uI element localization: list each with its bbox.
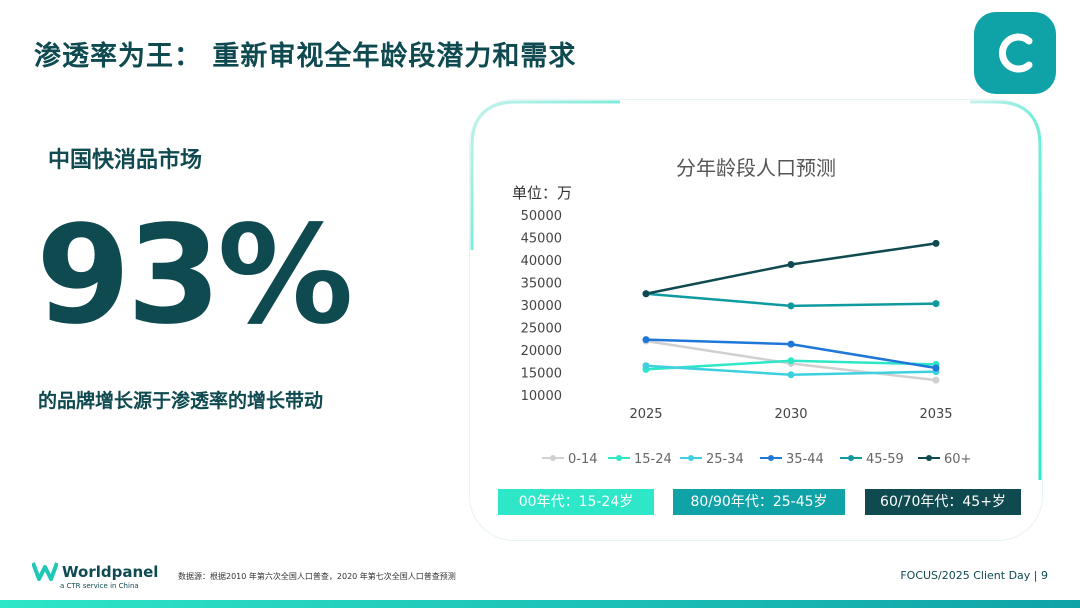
data-point-60+	[642, 290, 650, 298]
badge-80s-90s: 80/90年代：25-45岁	[673, 489, 845, 515]
bottom-accent-bar	[0, 600, 1080, 608]
data-point-35-44	[932, 364, 940, 372]
legend-label-25-34: 25-34	[706, 452, 744, 467]
x-tick-label: 2030	[774, 407, 807, 422]
y-tick-label: 35000	[521, 277, 562, 292]
chart-title: 分年龄段人口预测	[676, 156, 836, 180]
legend-label-45-59: 45-59	[866, 452, 904, 467]
data-point-45-59	[787, 302, 795, 310]
data-point-60+	[932, 239, 940, 247]
percentage-caption: 的品牌增长源于渗透率的增长带动	[38, 390, 324, 412]
legend-marker-0-14	[550, 455, 556, 461]
data-point-45-59	[932, 300, 940, 308]
worldpanel-brand: Worldpanel	[62, 563, 159, 581]
data-source-note: 数据源：根据2010 年第六次全国人口普查，2020 年第七次全国人口普查预测	[178, 572, 456, 581]
y-tick-label: 10000	[521, 389, 562, 404]
chart-panel: 分年龄段人口预测 单位：万 50000 45000 40000 35000 30000 2…	[470, 100, 1042, 540]
line-chart: 50000 45000 40000 35000 30000 25000 20000 15000…	[521, 209, 972, 467]
data-point-35-44	[787, 340, 795, 348]
legend-label-0-14: 0-14	[568, 452, 598, 467]
data-point-25-34	[642, 362, 650, 370]
legend-label-60+: 60+	[944, 452, 971, 467]
big-percentage: 93%	[36, 197, 354, 355]
worldpanel-logo-icon	[32, 562, 58, 581]
brand-c-logo-icon	[974, 12, 1056, 94]
legend-marker-60+	[926, 455, 932, 461]
y-tick-label: 25000	[521, 322, 562, 337]
data-point-35-44	[642, 336, 650, 344]
legend-label-15-24: 15-24	[634, 452, 672, 467]
y-tick-label: 45000	[521, 232, 562, 247]
x-tick-label: 2025	[629, 407, 662, 422]
worldpanel-tagline: a CTR service in China	[60, 582, 139, 590]
market-subtitle: 中国快消品市场	[48, 148, 203, 173]
legend-label-35-44: 35-44	[786, 452, 824, 467]
badge-60s-70s: 60/70年代：45+岁	[865, 489, 1021, 515]
y-tick-label: 20000	[521, 344, 562, 359]
y-tick-label: 50000	[521, 209, 562, 224]
legend-marker-15-24	[616, 455, 622, 461]
slide-title: 渗透率为王： 重新审视全年龄段潜力和需求	[34, 41, 577, 72]
data-point-0-14	[932, 376, 940, 384]
page-info: FOCUS/2025 Client Day | 9	[900, 569, 1048, 582]
data-point-15-24	[787, 357, 795, 365]
data-point-25-34	[787, 371, 795, 379]
legend-marker-25-34	[688, 455, 694, 461]
panel-frame	[470, 100, 1042, 480]
chart-unit-label: 单位：万	[512, 184, 573, 202]
y-tick-label: 15000	[521, 367, 562, 382]
legend-marker-35-44	[768, 455, 774, 461]
legend-marker-45-59	[848, 455, 854, 461]
x-tick-label: 2035	[919, 407, 952, 422]
y-tick-label: 30000	[521, 299, 562, 314]
badge-00s: 00年代：15-24岁	[498, 489, 654, 515]
data-point-60+	[787, 261, 795, 268]
y-tick-label: 40000	[521, 254, 562, 269]
